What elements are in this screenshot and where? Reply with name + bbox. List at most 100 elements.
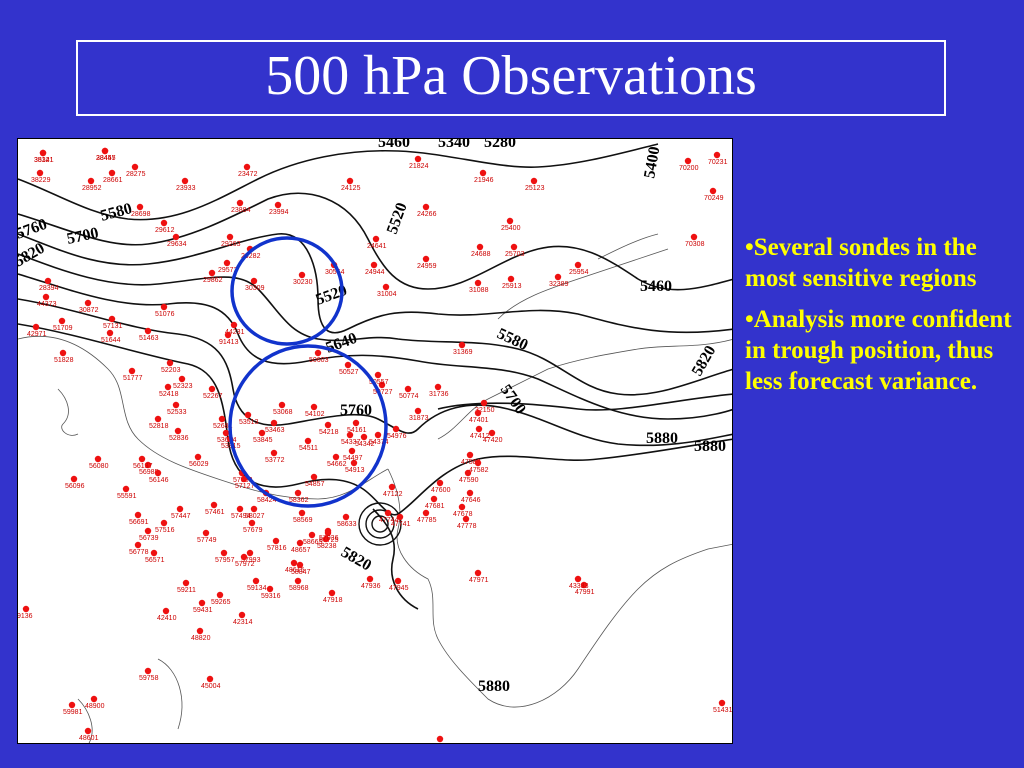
station-dot bbox=[39, 149, 47, 157]
station-number: 31369 bbox=[453, 349, 473, 356]
station-number: 57972 bbox=[235, 561, 255, 568]
station-dot bbox=[684, 157, 692, 165]
station-dot bbox=[322, 535, 330, 543]
station-number: 58968 bbox=[289, 585, 309, 592]
station-number: 23472 bbox=[238, 171, 258, 178]
station-number: 57749 bbox=[197, 537, 217, 544]
station-number: 47681 bbox=[425, 503, 445, 510]
station-dot bbox=[510, 243, 518, 251]
height-contours bbox=[18, 143, 732, 610]
station-dot bbox=[250, 505, 258, 513]
sensitive-region-circle-south bbox=[228, 344, 388, 508]
station-number: 52323 bbox=[173, 383, 193, 390]
station-dot bbox=[244, 411, 252, 419]
station-number: 29572 bbox=[218, 267, 238, 274]
station-number: 59134 bbox=[247, 585, 267, 592]
station-dot bbox=[218, 415, 226, 423]
contour-label: 5460 bbox=[378, 139, 410, 151]
station-number: 57131 bbox=[103, 323, 123, 330]
station-number: 23994 bbox=[269, 209, 289, 216]
station-dot bbox=[350, 459, 358, 467]
station-number: 54662 bbox=[327, 461, 347, 468]
station-dot bbox=[475, 425, 483, 433]
station-dot bbox=[554, 273, 562, 281]
station-number: 51644 bbox=[101, 337, 121, 344]
station-number: 38229 bbox=[31, 177, 51, 184]
station-dot bbox=[474, 409, 482, 417]
station-dot bbox=[160, 303, 168, 311]
station-number: 45004 bbox=[201, 683, 221, 690]
station-number: 59758 bbox=[139, 675, 159, 682]
contour-label: 5880 bbox=[646, 430, 678, 447]
station-dot bbox=[243, 163, 251, 171]
station-dot bbox=[328, 589, 336, 597]
station-number: 42971 bbox=[27, 331, 47, 338]
station-number: 21824 bbox=[409, 163, 429, 170]
station-dot bbox=[436, 735, 444, 743]
station-number: 53068 bbox=[273, 409, 293, 416]
station-dot bbox=[298, 509, 306, 517]
station-dot bbox=[384, 509, 392, 517]
station-number: 70308 bbox=[685, 241, 705, 248]
station-number: 25400 bbox=[501, 225, 521, 232]
station-dot bbox=[422, 255, 430, 263]
station-number: 56080 bbox=[89, 463, 109, 470]
station-number: 57461 bbox=[205, 509, 225, 516]
station-dot bbox=[294, 489, 302, 497]
station-dot bbox=[258, 429, 266, 437]
station-dot bbox=[718, 699, 726, 707]
station-dot bbox=[690, 233, 698, 241]
station-number: 53614 bbox=[217, 437, 237, 444]
station-number: 32150 bbox=[475, 407, 495, 414]
station-number: 44373 bbox=[37, 301, 57, 308]
station-number: 47401 bbox=[469, 417, 489, 424]
station-number: 21946 bbox=[474, 177, 494, 184]
station-dot bbox=[372, 235, 380, 243]
station-number: 30309 bbox=[245, 285, 265, 292]
station-dot bbox=[404, 385, 412, 393]
station-number: 9136 bbox=[18, 613, 33, 620]
weather-map: 5580 5700 5760 5820 5400 5460 5520 5640 5580 5700… bbox=[17, 138, 733, 744]
station-dot bbox=[131, 163, 139, 171]
station-number: 50557 bbox=[369, 379, 389, 386]
station-number: 47991 bbox=[575, 589, 595, 596]
station-dot bbox=[374, 371, 382, 379]
station-dot bbox=[304, 437, 312, 445]
station-number: 38341 bbox=[34, 157, 54, 164]
station-number: 28394 bbox=[39, 285, 59, 292]
station-dot bbox=[294, 577, 302, 585]
station-dot bbox=[308, 531, 316, 539]
station-dot bbox=[134, 541, 142, 549]
station-dot bbox=[150, 549, 158, 557]
station-dot bbox=[290, 559, 298, 567]
station-number: 57494 bbox=[231, 513, 251, 520]
station-dot bbox=[182, 579, 190, 587]
contour-label: 5520 bbox=[314, 282, 350, 309]
station-number: 28698 bbox=[131, 211, 151, 218]
station-number: 54913 bbox=[345, 467, 365, 474]
station-number: 47741 bbox=[391, 521, 411, 528]
station-number: 54857 bbox=[305, 481, 325, 488]
station-number: 58238 bbox=[317, 543, 337, 550]
station-dot bbox=[160, 219, 168, 227]
station-number: 47590 bbox=[459, 477, 479, 484]
station-number: 57993 bbox=[241, 557, 261, 564]
station-dot bbox=[422, 203, 430, 211]
contour-label: 5880 bbox=[694, 438, 726, 455]
station-number: 56691 bbox=[129, 519, 149, 526]
station-dot bbox=[388, 483, 396, 491]
station-dot bbox=[90, 695, 98, 703]
station-dot bbox=[138, 455, 146, 463]
station-dot bbox=[252, 577, 260, 585]
station-number: 48657 bbox=[291, 547, 311, 554]
station-dot bbox=[366, 575, 374, 583]
station-number: 48900 bbox=[85, 703, 105, 710]
station-dot bbox=[370, 261, 378, 269]
station-number: 31088 bbox=[469, 287, 489, 294]
station-number: 59211 bbox=[177, 587, 196, 594]
station-number: 52418 bbox=[159, 391, 179, 398]
station-number: 24688 bbox=[471, 251, 491, 258]
station-dot bbox=[310, 403, 318, 411]
contour-label: 5400 bbox=[641, 145, 663, 179]
